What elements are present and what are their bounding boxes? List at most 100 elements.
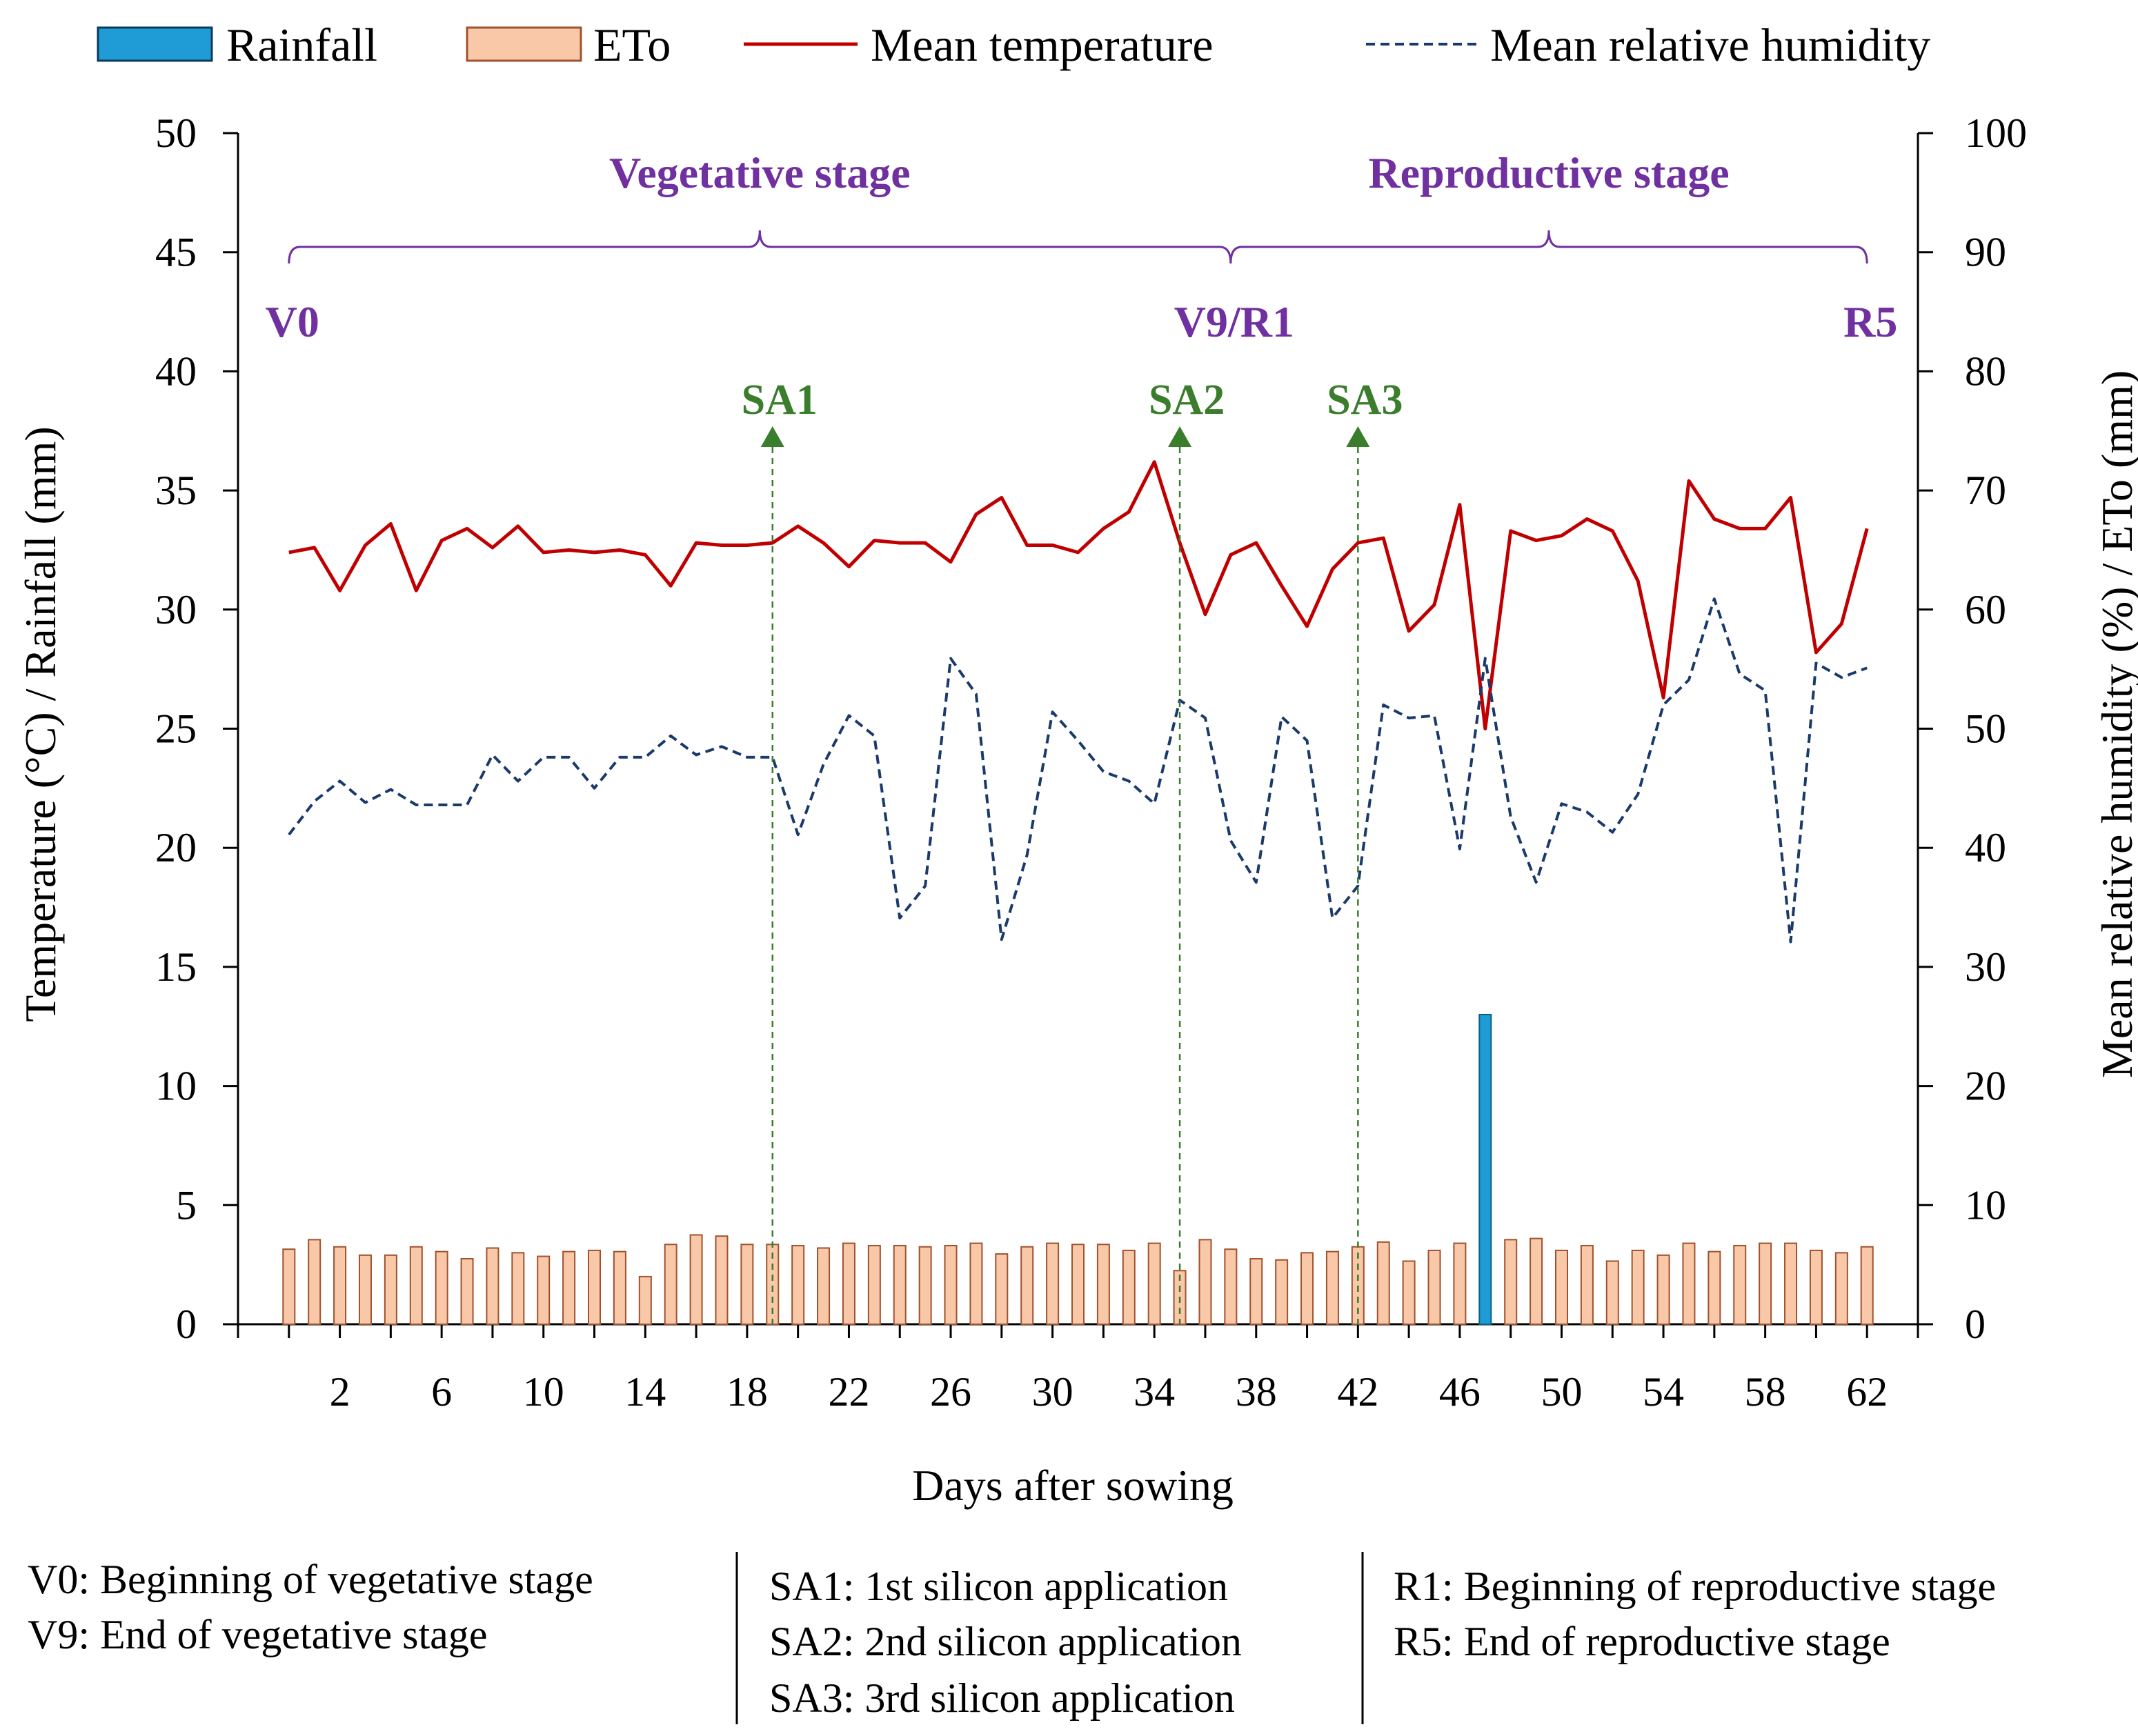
eto-bar <box>460 1258 474 1326</box>
stage-label: Reproductive stage <box>1368 148 1729 197</box>
footnote-line: R1: Beginning of reproductive stage <box>1394 1564 1996 1609</box>
eto-bar <box>1122 1249 1136 1326</box>
y2-tick-label: 60 <box>1965 587 2006 632</box>
x-tick-label: 34 <box>1134 1369 1175 1415</box>
eto-bar <box>995 1253 1009 1326</box>
eto-bar <box>1554 1249 1568 1326</box>
eto-bar <box>1733 1245 1747 1325</box>
y-tick-label: 0 <box>176 1301 197 1347</box>
eto-bar <box>944 1245 958 1325</box>
stage-brace <box>288 230 1232 264</box>
y2-tick-label: 10 <box>1965 1182 2006 1228</box>
eto-bar <box>1020 1246 1034 1325</box>
annotations: SA1 SA2 SA3 Vegetative stage Reproductive st… <box>266 148 1897 1324</box>
x-tick-label: 2 <box>330 1369 350 1415</box>
x-tick-label: 58 <box>1745 1369 1786 1415</box>
eto-bar <box>1809 1249 1823 1326</box>
x-tick-label: 38 <box>1236 1369 1277 1415</box>
legend-label: ETo <box>593 19 671 71</box>
eto-bar <box>1580 1245 1594 1325</box>
y-tick-label: 30 <box>155 587 197 632</box>
eto-bar <box>1453 1242 1467 1325</box>
y2-tick-label: 40 <box>1965 825 2006 870</box>
stage-label: Vegetative stage <box>609 148 911 197</box>
eto-bar <box>537 1255 551 1326</box>
x-tick-label: 14 <box>624 1369 666 1415</box>
eto-bar <box>1759 1242 1772 1325</box>
legend-label: Mean relative humidity <box>1490 19 1930 71</box>
eto-bar <box>1198 1239 1212 1326</box>
eto-bar <box>1376 1241 1390 1326</box>
eto-bar <box>511 1252 525 1326</box>
eto-bar <box>1631 1249 1645 1326</box>
y2-tick-label: 20 <box>1965 1064 2006 1109</box>
application-label: SA1 <box>742 377 818 423</box>
application-arrow <box>760 426 784 447</box>
footnotes: V0: Beginning of vegetative stage V9: End… <box>28 1552 1996 1724</box>
eto-bar <box>358 1254 372 1325</box>
eto-bar <box>333 1246 347 1325</box>
y2-tick-label: 70 <box>1965 468 2006 513</box>
application-label: SA2 <box>1149 377 1225 423</box>
stage-marker-label: V9/R1 <box>1174 297 1294 346</box>
y-tick-label: 20 <box>155 825 197 870</box>
footnote-line: R5: End of reproductive stage <box>1394 1619 1890 1664</box>
footnote-line: SA3: 3rd silicon application <box>769 1675 1235 1721</box>
eto-bar <box>1300 1252 1314 1326</box>
footnote-line: V9: End of vegetative stage <box>28 1612 487 1657</box>
eto-bar <box>1402 1260 1416 1325</box>
eto-bar <box>1046 1242 1060 1325</box>
footnote-line: SA2: 2nd silicon application <box>769 1619 1242 1664</box>
legend-label: Rainfall <box>226 19 377 71</box>
eto-bar <box>1605 1260 1619 1325</box>
eto-bar <box>715 1235 729 1326</box>
eto-bar <box>689 1234 703 1325</box>
y2-tick-label: 0 <box>1965 1301 1986 1347</box>
eto-bar <box>562 1250 576 1325</box>
x-tick-label: 22 <box>828 1369 869 1415</box>
eto-bar <box>282 1248 296 1325</box>
axes <box>223 132 1933 1338</box>
x-tick-label: 42 <box>1337 1369 1378 1415</box>
x-tick-label: 46 <box>1439 1369 1481 1415</box>
legend-label: Mean temperature <box>871 19 1214 71</box>
eto-bar <box>1275 1259 1289 1325</box>
line-series <box>288 460 1869 944</box>
eto-bar <box>588 1249 602 1326</box>
application-arrow <box>1168 426 1192 447</box>
y-tick-label: 40 <box>155 348 197 394</box>
eto-bar <box>1147 1242 1161 1325</box>
y-axis-label: Temperature (°C) / Rainfall (mm) <box>16 426 65 1021</box>
eto-bar <box>1224 1248 1238 1325</box>
x-tick-label: 18 <box>726 1369 768 1415</box>
eto-bar <box>1860 1246 1874 1325</box>
eto-bar <box>918 1246 932 1325</box>
x-tick-label: 54 <box>1643 1369 1684 1415</box>
eto-bar <box>893 1245 907 1325</box>
application-label: SA3 <box>1327 377 1403 423</box>
x-tick-label: 62 <box>1846 1369 1888 1415</box>
eto-bar <box>308 1239 321 1326</box>
rainfall-bar <box>1478 1013 1492 1325</box>
eto-bar <box>638 1275 652 1326</box>
stage-marker-label: R5 <box>1843 297 1897 346</box>
x-tick-label: 50 <box>1541 1369 1582 1415</box>
y-tick-label: 15 <box>155 944 197 990</box>
eto-bar <box>435 1250 448 1325</box>
tick-labels: 0 5 10 15 20 25 30 35 40 45 50 0 10 20 30 40 50 60 70 80 90 1… <box>155 110 2027 1415</box>
eto-bar <box>613 1250 626 1325</box>
eto-bar <box>1682 1242 1696 1325</box>
x-tick-label: 26 <box>930 1369 971 1415</box>
legend: Rainfall ETo Mean temperature Mean relative… <box>97 19 1930 71</box>
y2-axis-label: Mean relative humidity (%) / ETo (mm) <box>2092 370 2138 1078</box>
y-tick-label: 35 <box>155 468 197 513</box>
eto-bar <box>1096 1244 1110 1326</box>
x-tick-label: 10 <box>523 1369 564 1415</box>
y2-tick-label: 50 <box>1965 706 2006 752</box>
stage-marker-label: V0 <box>266 297 319 346</box>
eto-bar <box>817 1247 831 1326</box>
eto-bar <box>1834 1252 1848 1326</box>
humidity-line <box>288 597 1868 944</box>
y2-tick-label: 80 <box>1965 348 2006 394</box>
eto-bar <box>1427 1249 1441 1326</box>
